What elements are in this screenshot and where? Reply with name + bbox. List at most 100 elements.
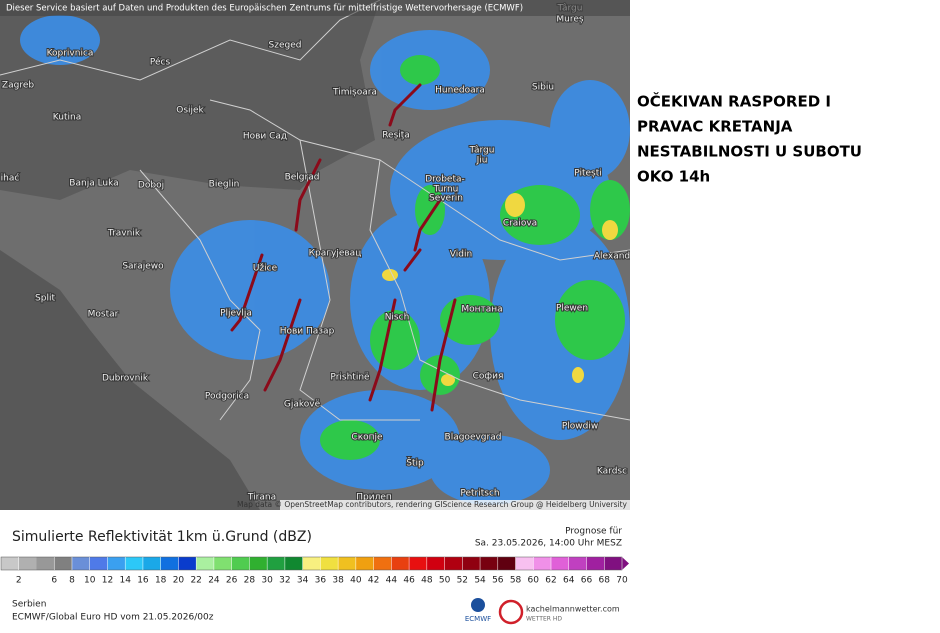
- attribution: Map data © OpenStreetMap contributors, r…: [237, 500, 628, 509]
- place-label: Pljevlja: [220, 309, 252, 319]
- place-label: Turnu: [433, 185, 459, 195]
- logo-wetterhd: WETTER HD: [526, 616, 562, 623]
- place-label: Bieglin: [209, 180, 240, 190]
- colorbar-tick-label: 34: [297, 576, 309, 586]
- colorbar-segment: [568, 557, 588, 570]
- header: Dieser Service basiert auf Daten und Pro…: [6, 4, 523, 14]
- place-label: Banja Luka: [69, 179, 118, 189]
- map: Koprivnica Pécs Szeged Zagreb Osijek Timișoar…: [0, 0, 630, 510]
- place-label: Doboj: [138, 181, 164, 191]
- colorbar-tick-label: 8: [69, 576, 75, 586]
- colorbar-segment: [196, 557, 215, 570]
- colorbar-segment: [480, 557, 499, 570]
- place-label: Mureș: [556, 15, 584, 25]
- ecmwf-icon: [471, 598, 485, 612]
- colorbar-tick-label: 22: [190, 576, 201, 586]
- colorbar-segment: [249, 557, 268, 570]
- colorbar-tick-label: 32: [279, 576, 290, 586]
- kachelmann-icon: [498, 599, 524, 625]
- colorbar-tick-label: 44: [386, 576, 398, 586]
- colorbar-segment: [515, 557, 534, 570]
- colorbar-tick-label: 26: [226, 576, 238, 586]
- place-label: Severin: [429, 194, 463, 204]
- colorbar-tick-label: 64: [563, 576, 575, 586]
- colorbar-segment: [462, 557, 481, 570]
- colorbar-segment: [302, 557, 321, 570]
- header-bg: [0, 0, 630, 16]
- place-label: Štip: [406, 457, 424, 469]
- colorbar-segment: [54, 557, 73, 570]
- colorbar-segment: [338, 557, 357, 570]
- place-label: Скопје: [351, 433, 383, 443]
- place-label: Нови Сад: [243, 132, 287, 142]
- logo-ecmwf: ECMWF: [465, 615, 491, 623]
- colorbar-tick-label: 38: [332, 576, 344, 586]
- colorbar-tick-label: 56: [492, 576, 504, 586]
- colorbar-segment: [160, 557, 179, 570]
- colorbar-segment: [107, 557, 126, 570]
- place-label: Kutina: [53, 113, 81, 123]
- colorbar-arrow-right: [622, 557, 629, 570]
- place-label: Vidin: [450, 250, 472, 260]
- colorbar-tick-label: 12: [102, 576, 113, 586]
- colorbar-segment: [320, 557, 339, 570]
- sea: [0, 250, 260, 510]
- colorbar-tick-label: 70: [616, 576, 628, 586]
- place-label: Tirana: [247, 493, 276, 503]
- place-label: Sibiu: [532, 83, 554, 93]
- colorbar-tick-label: 50: [439, 576, 451, 586]
- annotation-line: NESTABILNOSTI U SUBOTU: [637, 143, 862, 161]
- colorbar-tick-label: 16: [137, 576, 149, 586]
- colorbar-segment: [213, 557, 233, 570]
- model: ECMWF/Global Euro HD vom 21.05.2026/00z: [12, 613, 214, 623]
- colorbar-segment: [125, 557, 144, 570]
- place-label: София: [473, 372, 504, 382]
- colorbar-segment: [551, 557, 570, 570]
- place-label: Užice: [253, 264, 278, 274]
- colorbar-segment: [142, 557, 162, 570]
- colorbar-segment: [18, 557, 37, 570]
- colorbar-segment: [497, 557, 517, 570]
- colorbar-segment: [36, 557, 55, 570]
- place-label: Монтана: [461, 305, 502, 315]
- place-label: Mostar: [88, 310, 119, 320]
- place-label: Plewen: [556, 304, 588, 314]
- place-label: Reșița: [382, 131, 410, 141]
- colorbar-segment: [71, 557, 91, 570]
- colorbar-tick-label: 48: [421, 576, 433, 586]
- colorbar-tick-label: 36: [315, 576, 327, 586]
- place-label: Plowdiw: [562, 422, 598, 432]
- colorbar-segment: [444, 557, 463, 570]
- colorbar-tick-label: 24: [208, 576, 220, 586]
- colorbar-segment: [426, 557, 446, 570]
- colorbar-segment: [373, 557, 392, 570]
- colorbar-tick-label: 62: [545, 576, 556, 586]
- colorbar-tick-label: 40: [350, 576, 362, 586]
- colorbar-segment: [355, 557, 375, 570]
- place-label: ihać: [1, 173, 20, 184]
- place-label: Pécs: [150, 57, 171, 68]
- place-label: Крагујевац: [309, 249, 362, 259]
- colorbar-tick-label: 58: [510, 576, 522, 586]
- colorbar-tick-label: 30: [261, 576, 273, 586]
- place-label: Koprivnica: [47, 49, 94, 59]
- colorbar-segment: [586, 557, 605, 570]
- place-label: Blagoevgrad: [445, 433, 502, 443]
- place-label: Zagreb: [2, 81, 34, 91]
- colorbar-tick-label: 2: [16, 576, 22, 586]
- colorbar-segment: [391, 557, 410, 570]
- place-label: Split: [35, 294, 55, 304]
- colorbar-segment: [231, 557, 250, 570]
- colorbar-tick-label: 28: [244, 576, 256, 586]
- colorbar-tick-label: 52: [457, 576, 468, 586]
- place-label: Timișoara: [332, 88, 377, 98]
- colorbar-segment: [89, 557, 108, 570]
- annotation-line: PRAVAC KRETANJA: [637, 118, 793, 136]
- colorbar-tick-label: 54: [474, 576, 486, 586]
- colorbar-tick-label: 46: [403, 576, 415, 586]
- place-label: Travnik: [107, 229, 141, 239]
- region: Serbien: [12, 600, 46, 610]
- place-label: Craiova: [503, 219, 537, 229]
- place-label: Alexand: [594, 252, 630, 262]
